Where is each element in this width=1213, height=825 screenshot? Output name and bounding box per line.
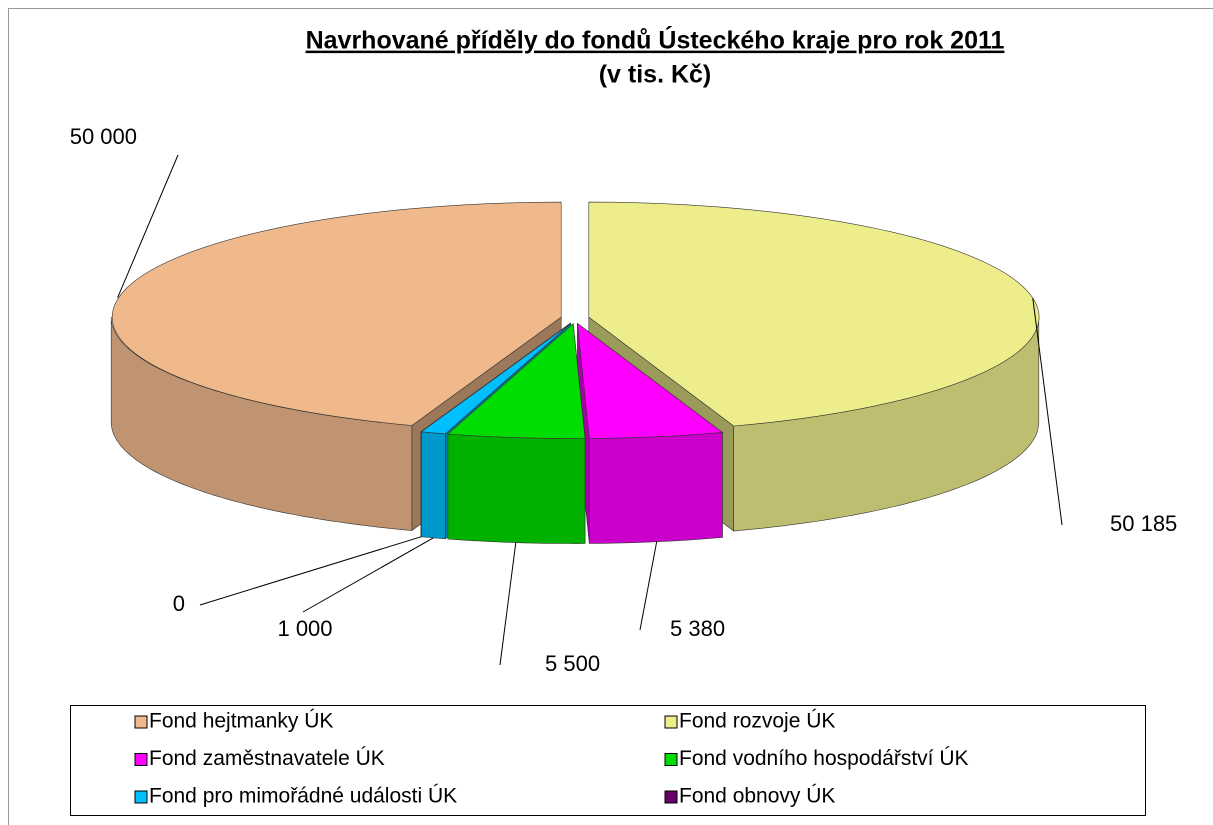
legend-swatch [134, 790, 148, 804]
chart-subtitle: (v tis. Kč) [599, 61, 712, 89]
data-label: 5 380 [670, 616, 725, 641]
legend-label: Fond vodního hospodářství ÚK [679, 747, 969, 770]
data-label: 50 185 [1110, 511, 1177, 536]
slice [577, 322, 724, 439]
slice-side [447, 433, 586, 544]
slice [420, 323, 571, 433]
slice [447, 322, 586, 439]
data-label: 50 000 [70, 124, 137, 149]
chart-title: Navrhované příděly do fondů Ústeckého kr… [306, 25, 1005, 55]
legend-swatch [664, 715, 678, 729]
legend-label: Fond obnovy ÚK [679, 785, 835, 808]
data-label: 0 [173, 591, 185, 616]
slice-side [421, 431, 446, 540]
leader-line [499, 542, 517, 666]
legend-label: Fond rozvoje ÚK [679, 710, 835, 733]
legend-label: Fond pro mimořádné události ÚK [149, 785, 457, 808]
legend-swatch [134, 715, 148, 729]
leader-line [1032, 298, 1063, 526]
leader-line [117, 154, 179, 298]
data-label: 1 000 [277, 616, 332, 641]
legend-box [70, 705, 1146, 816]
leader-line [199, 536, 422, 606]
legend-swatch [664, 753, 678, 766]
slice-side [589, 432, 723, 544]
chart-border [8, 8, 1213, 825]
legend-label: Fond zaměstnavatele ÚK [149, 747, 385, 770]
legend-swatch [134, 753, 148, 766]
data-label: 5 500 [545, 651, 600, 676]
leader-line [639, 541, 658, 631]
leader-line [302, 537, 434, 613]
legend-label: Fond hejtmanky ÚK [149, 710, 333, 733]
legend-swatch [664, 790, 678, 804]
slice [111, 201, 562, 426]
